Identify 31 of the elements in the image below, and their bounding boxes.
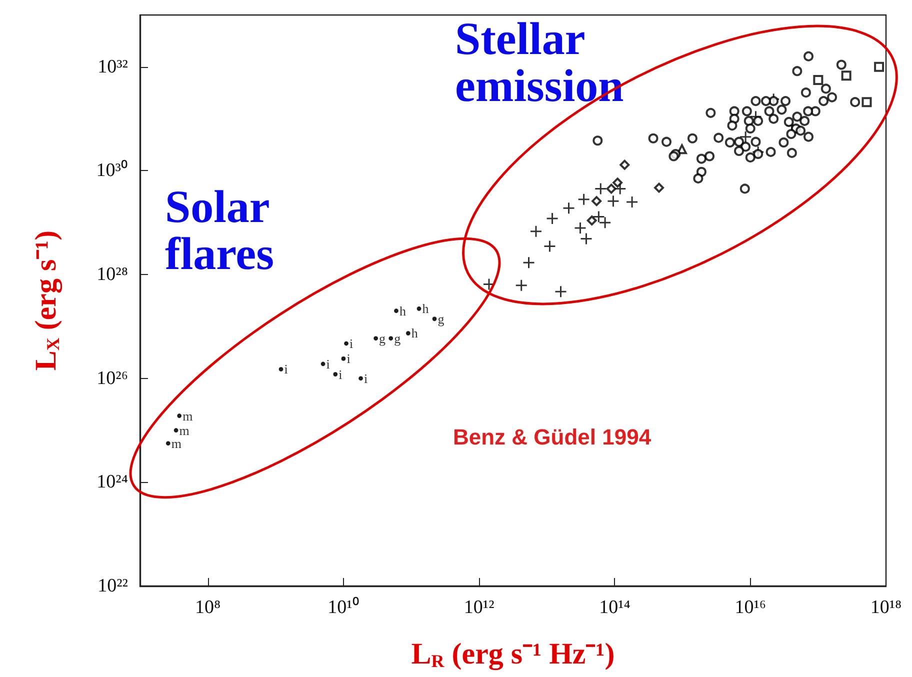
text: g	[394, 330, 401, 346]
annotation: Solar flares	[165, 180, 280, 279]
series-label: h	[399, 303, 406, 318]
text: i	[346, 351, 350, 366]
y-tick-label: 10³⁰	[96, 159, 128, 182]
x-tick-label: 10¹⁸	[870, 597, 902, 618]
annotation: Benz & Güdel 1994	[453, 424, 652, 450]
y-tick-label: 10²⁸	[96, 264, 128, 286]
y-axis-title: LX (erg s⁻¹)	[30, 230, 63, 371]
text: i	[338, 366, 342, 382]
y-tick-label: 10³²	[98, 56, 128, 78]
x-tick-label: 10¹²	[464, 597, 495, 618]
x-tick-label: 10¹⁰	[328, 596, 360, 618]
series-label: m	[182, 408, 193, 424]
y-tick-label: 10²⁴	[96, 472, 128, 493]
y-tick-label: 10²²	[98, 576, 128, 596]
series-label: g	[379, 330, 386, 346]
text: m	[171, 436, 182, 451]
annotation: Stellar emission	[455, 12, 624, 111]
text: i	[326, 356, 330, 372]
x-tick-label: 10¹⁴	[599, 597, 631, 618]
text: i	[350, 336, 354, 351]
x-tick-label: 10⁸	[195, 597, 221, 618]
series-label: i	[284, 362, 288, 377]
y-tick-label: 10²⁶	[96, 368, 128, 389]
x-tick-label: 10¹⁶	[734, 597, 766, 618]
text: m	[179, 422, 190, 438]
text: h	[422, 301, 429, 316]
text: i	[364, 370, 368, 386]
text: h	[411, 326, 418, 341]
text: g	[438, 311, 444, 326]
